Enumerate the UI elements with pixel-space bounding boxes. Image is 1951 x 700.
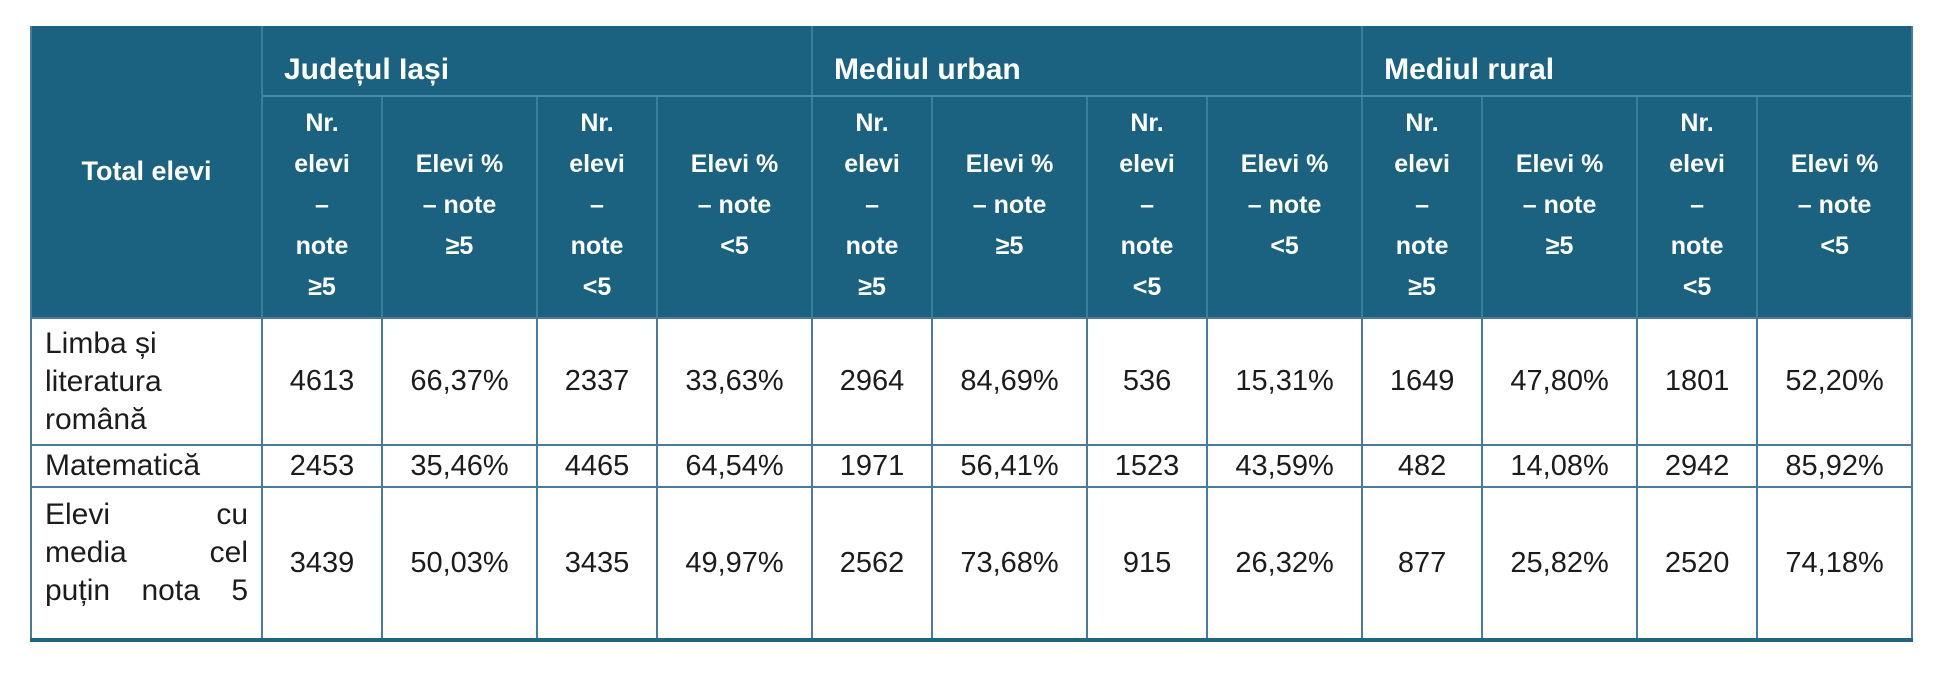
column-header-row: Nr. elevi – note ≥5 Elevi % – note ≥5 Nr… [31,96,1913,318]
data-cell: 26,32% [1206,486,1364,641]
row-label-limba-romana: Limba și literatura română [30,317,263,446]
data-cell: 1971 [811,444,934,488]
data-cell: 49,97% [655,486,814,641]
col-header-elevi-pct-ge5-urban: Elevi % – note ≥5 [931,96,1088,318]
data-cell: 1649 [1361,317,1484,446]
data-cell: 2520 [1636,486,1759,641]
data-cell: 2453 [261,444,383,488]
col-header-nr-elevi-lt5-urban: Nr. elevi – note <5 [1086,96,1208,318]
col-header-elevi-pct-ge5-judet: Elevi % – note ≥5 [381,96,537,318]
col-header-nr-elevi-lt5-rural: Nr. elevi – note <5 [1636,96,1758,318]
table-row-elevi-media-nota5: Elevi cu media cel puțin nota 5 3439 50,… [30,486,1914,641]
data-cell: 15,31% [1206,317,1364,446]
data-cell: 47,80% [1481,317,1639,446]
col-header-elevi-pct-lt5-judet: Elevi % – note <5 [655,96,813,318]
col-header-elevi-pct-lt5-urban: Elevi % – note <5 [1206,96,1363,318]
data-cell: 3439 [261,486,383,641]
col-header-elevi-pct-lt5-rural: Elevi % – note <5 [1756,96,1913,318]
data-cell: 66,37% [381,317,538,446]
data-cell: 35,46% [381,444,538,488]
data-cell: 482 [1361,444,1484,488]
data-cell: 25,82% [1481,486,1639,641]
col-header-elevi-pct-ge5-rural: Elevi % – note ≥5 [1481,96,1638,318]
col-header-nr-elevi-ge5-judet: Nr. elevi – note ≥5 [261,96,382,318]
data-cell: 64,54% [655,444,814,488]
corner-header-total-elevi: Total elevi [31,26,263,318]
data-cell: 14,08% [1481,444,1639,488]
row-label-matematica: Matematică [30,444,263,488]
data-cell: 915 [1086,486,1209,641]
data-cell: 50,03% [381,486,538,641]
data-cell: 2942 [1636,444,1759,488]
data-cell: 877 [1361,486,1484,641]
row-label-elevi-media-nota5: Elevi cu media cel puțin nota 5 [30,486,263,641]
data-cell: 52,20% [1756,317,1914,446]
data-cell: 33,63% [655,317,814,446]
data-cell: 3435 [536,486,658,641]
col-header-nr-elevi-lt5-judet: Nr. elevi – note <5 [536,96,657,318]
data-cell: 84,69% [931,317,1089,446]
data-cell: 2562 [811,486,934,641]
data-cell: 2964 [811,317,934,446]
table-row-matematica: Matematică 2453 35,46% 4465 64,54% 1971 … [30,444,1914,488]
data-cell: 43,59% [1206,444,1364,488]
data-cell: 1801 [1636,317,1759,446]
data-cell: 85,92% [1756,444,1914,488]
col-header-nr-elevi-ge5-rural: Nr. elevi – note ≥5 [1361,96,1483,318]
data-cell: 4465 [536,444,658,488]
data-cell: 74,18% [1756,486,1914,641]
data-cell: 1523 [1086,444,1209,488]
data-cell: 56,41% [931,444,1089,488]
group-header-judetul-iasi: Județul Iași [260,26,813,97]
group-header-row: Total elevi Județul Iași Mediul urban Me… [31,26,1913,318]
data-cell: 4613 [261,317,383,446]
group-header-mediul-urban: Mediul urban [811,26,1363,97]
group-header-mediul-rural: Mediul rural [1361,26,1913,97]
data-cell: 536 [1086,317,1209,446]
col-header-nr-elevi-ge5-urban: Nr. elevi – note ≥5 [811,96,933,318]
table-row-limba-romana: Limba și literatura română 4613 66,37% 2… [30,317,1914,446]
results-table: Total elevi Județul Iași Mediul urban Me… [30,26,1914,642]
data-cell: 2337 [536,317,658,446]
data-cell: 73,68% [931,486,1089,641]
